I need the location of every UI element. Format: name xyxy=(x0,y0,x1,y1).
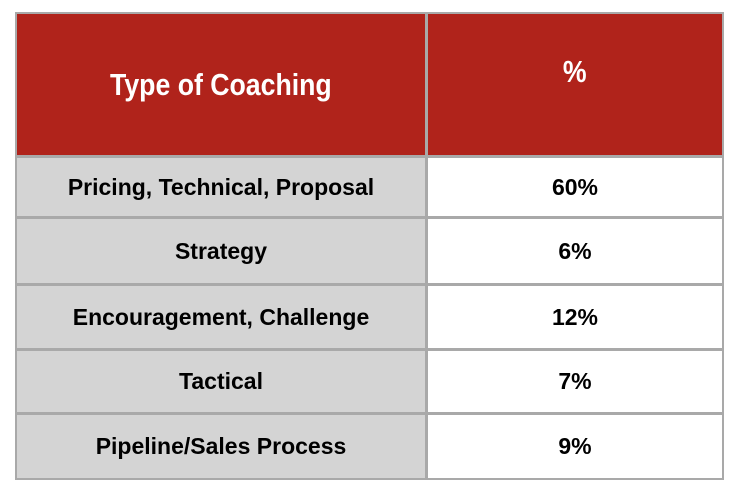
type-cell-text: Strategy xyxy=(174,237,268,264)
header-cell: Type of Coaching xyxy=(17,14,425,155)
type-cell: Tactical xyxy=(17,351,425,412)
header-cell-text: Type of Coaching xyxy=(110,66,332,102)
percent-cell-text: 7% xyxy=(558,368,592,394)
header-cell-text: % xyxy=(563,53,587,89)
percent-cell-text: 12% xyxy=(551,303,599,330)
type-cell: Encouragement, Challenge xyxy=(17,286,425,348)
percent-cell: 12% xyxy=(428,286,722,348)
percent-cell: 7% xyxy=(428,351,722,412)
type-cell-text: Pricing, Technical, Proposal xyxy=(67,173,375,200)
type-cell-text: Tactical xyxy=(179,368,263,394)
type-cell-text: Encouragement, Challenge xyxy=(72,303,370,330)
type-cell: Pipeline/Sales Process xyxy=(17,415,425,478)
coaching-table: Type of Coaching% Pricing, Technical, Pro… xyxy=(15,12,724,480)
percent-cell-text: 60% xyxy=(551,173,599,200)
type-cell: Strategy xyxy=(17,219,425,283)
percent-cell-text: 6% xyxy=(558,237,592,264)
type-cell: Pricing, Technical, Proposal xyxy=(17,158,425,216)
percent-cell: 60% xyxy=(428,158,722,216)
percent-cell-text: 9% xyxy=(558,433,592,459)
type-cell-text: Pipeline/Sales Process xyxy=(95,433,347,459)
percent-cell: 9% xyxy=(428,415,722,478)
header-cell: % xyxy=(428,14,722,155)
percent-cell: 6% xyxy=(428,219,722,283)
